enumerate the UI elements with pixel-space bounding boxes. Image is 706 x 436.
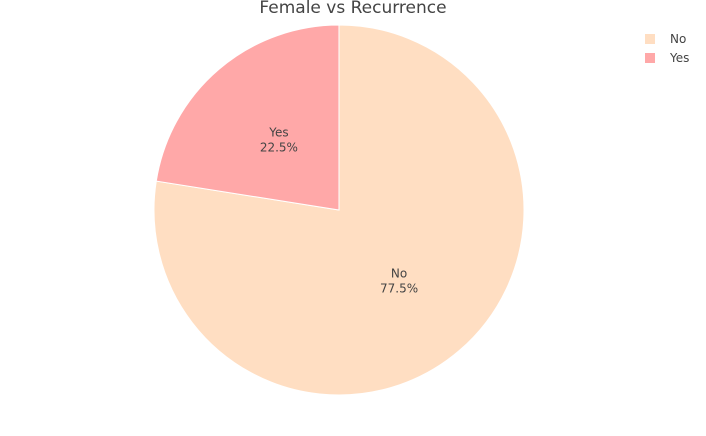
slice-label-percent: 22.5% <box>260 141 298 155</box>
pie-slice-yes <box>155 24 340 211</box>
slice-label-no: No 77.5% <box>380 266 418 295</box>
legend-swatch-no <box>645 34 655 44</box>
legend-label-no: No <box>670 32 686 46</box>
slice-label-category: Yes <box>268 126 288 140</box>
slice-label-yes: Yes 22.5% <box>260 126 298 155</box>
legend-swatch-yes <box>645 53 655 63</box>
legend-item-yes[interactable]: Yes <box>645 51 689 65</box>
slice-label-category: No <box>391 266 407 280</box>
chart-title: Female vs Recurrence <box>259 0 446 18</box>
legend: No Yes <box>645 32 689 65</box>
pie-slice-labels: No 77.5% Yes 22.5% <box>260 126 418 296</box>
legend-label-yes: Yes <box>669 51 689 65</box>
pie-slices <box>153 24 525 396</box>
legend-item-no[interactable]: No <box>645 32 686 46</box>
slice-label-percent: 77.5% <box>380 281 418 295</box>
